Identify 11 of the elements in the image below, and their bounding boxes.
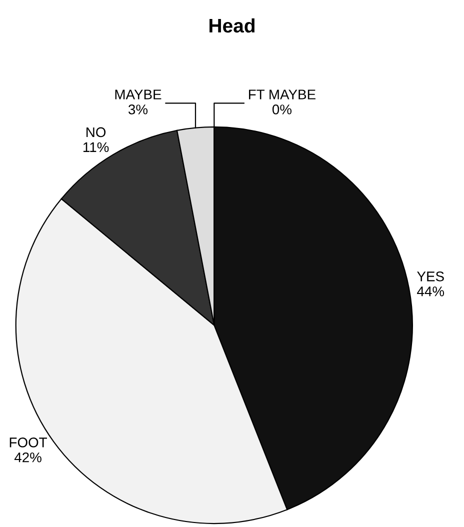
- slice-label: MAYBE: [115, 90, 162, 100]
- slice-label: YES: [417, 272, 444, 282]
- data-label: 11%: [83, 142, 109, 152]
- category-label: FT MAYBE: [249, 90, 316, 100]
- data-label: 3%: [128, 104, 148, 114]
- data-label: 44%: [417, 286, 444, 296]
- data-label: 42%: [14, 452, 42, 462]
- chart-title: Head: [210, 18, 254, 33]
- slice-label: FOOT: [10, 438, 47, 448]
- text: 0%: [272, 104, 292, 114]
- slice-label: NO: [86, 127, 106, 138]
